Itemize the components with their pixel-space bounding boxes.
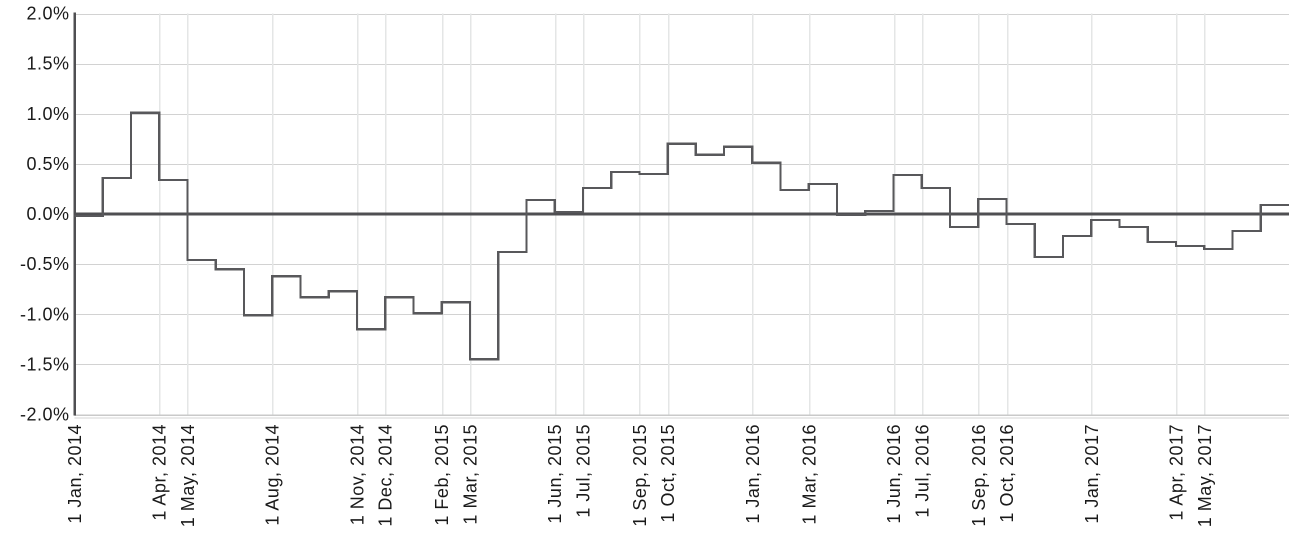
x-tick-label: 1 May, 2017: [1195, 424, 1215, 527]
x-tick-label: 1 Jan, 2017: [1082, 424, 1102, 524]
x-tick-label: 1 Jun, 2015: [545, 424, 565, 524]
x-tick-label: 1 Jul, 2015: [573, 424, 593, 518]
x-tick-label: 1 Mar, 2015: [460, 424, 480, 525]
x-tick-label: 1 Jul, 2016: [912, 424, 932, 518]
y-tick-label: -2.0%: [20, 405, 70, 425]
y-tick-label: -1.5%: [20, 354, 70, 374]
x-tick-label: 1 Oct, 2016: [997, 424, 1017, 523]
y-tick-label: 1.5%: [26, 54, 69, 74]
y-tick-label: 1.0%: [26, 104, 69, 124]
x-tick-label: 1 Jun, 2016: [884, 424, 904, 524]
x-tick-label: 1 Jan, 2014: [65, 424, 85, 524]
y-tick-label: 0.5%: [26, 154, 69, 174]
x-tick-label: 1 Apr, 2017: [1167, 424, 1187, 521]
x-tick-label: 1 May, 2014: [178, 424, 198, 527]
x-tick-label: 1 Sep, 2016: [969, 424, 989, 527]
series-step-line: [74, 111, 1289, 361]
x-tick-label: 1 Oct, 2015: [658, 424, 678, 523]
y-tick-label: -0.5%: [20, 254, 70, 274]
x-tick-label: 1 Dec, 2014: [376, 424, 396, 527]
y-tick-label: -1.0%: [20, 304, 70, 324]
y-tick-label: 2.0%: [26, 4, 69, 24]
x-tick-label: 1 Jan, 2016: [743, 424, 763, 524]
x-tick-label: 1 Sep, 2015: [630, 424, 650, 527]
y-tick-label: 0.0%: [26, 204, 69, 224]
x-tick-label: 1 Mar, 2016: [799, 424, 819, 525]
x-tick-label: 1 Nov, 2014: [347, 424, 367, 525]
x-tick-label: 1 Feb, 2015: [432, 424, 452, 526]
x-tick-label: 1 Apr, 2014: [150, 424, 170, 521]
x-tick-label: 1 Aug, 2014: [263, 424, 283, 526]
